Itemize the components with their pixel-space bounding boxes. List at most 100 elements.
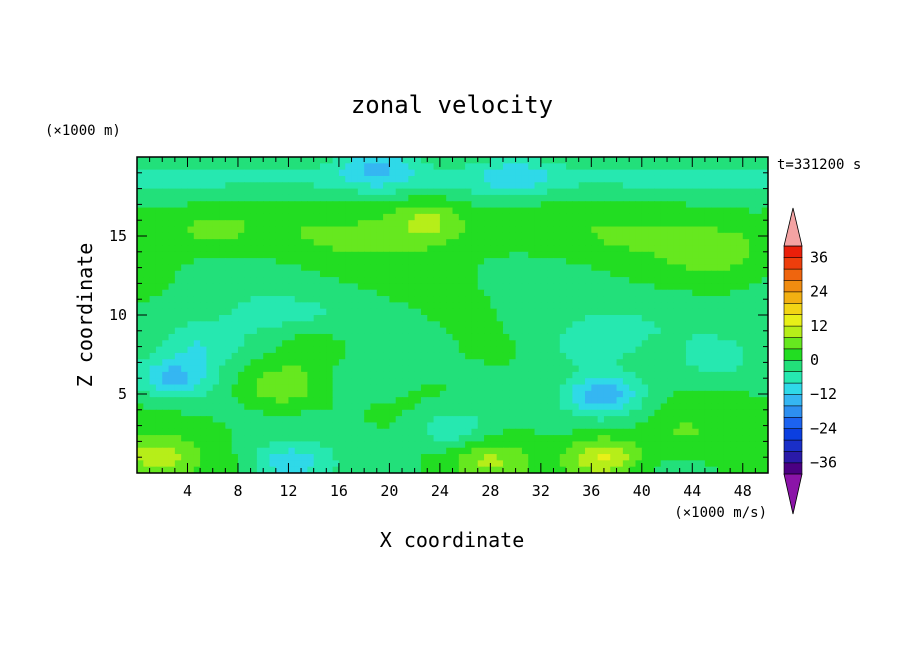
field-cell — [301, 270, 308, 278]
field-cell — [534, 283, 542, 291]
field-cell — [206, 384, 214, 392]
field-cell — [225, 270, 233, 278]
field-cell — [585, 296, 592, 303]
field-cell — [219, 371, 226, 379]
field-cell — [730, 447, 738, 455]
field-cell — [572, 435, 580, 442]
field-cell — [219, 352, 226, 360]
field-cell — [704, 333, 712, 341]
field-cell — [433, 163, 441, 171]
field-cell — [528, 182, 536, 190]
field-cell — [528, 283, 536, 291]
field-cell — [603, 435, 611, 442]
field-cell — [275, 226, 283, 234]
field-cell — [648, 365, 656, 373]
field-cell — [477, 220, 485, 228]
field-cell — [162, 289, 170, 297]
field-cell — [597, 447, 605, 455]
field-cell — [364, 213, 372, 221]
field-cell — [256, 422, 264, 430]
field-cell — [534, 251, 542, 259]
field-cell — [149, 454, 157, 461]
field-cell — [402, 409, 409, 417]
field-cell — [629, 397, 637, 405]
field-cell — [364, 454, 372, 461]
field-cell — [143, 397, 151, 405]
field-cell — [679, 251, 687, 259]
field-cell — [162, 163, 170, 171]
field-cell — [263, 245, 271, 253]
field-cell — [723, 333, 731, 341]
field-cell — [370, 207, 378, 215]
field-cell — [282, 321, 290, 329]
field-cell — [679, 239, 687, 247]
field-cell — [332, 315, 340, 322]
field-cell — [648, 371, 656, 379]
field-cell — [559, 441, 567, 449]
field-cell — [332, 378, 340, 386]
field-cell — [692, 264, 700, 272]
field-cell — [597, 315, 605, 322]
field-cell — [591, 308, 599, 316]
field-cell — [465, 346, 473, 354]
field-cell — [200, 163, 208, 171]
field-cell — [288, 308, 296, 316]
field-cell — [269, 315, 277, 322]
field-cell — [761, 447, 768, 455]
field-cell — [414, 239, 422, 247]
field-cell — [237, 403, 245, 411]
field-cell — [446, 251, 454, 259]
field-cell — [307, 378, 315, 386]
field-cell — [704, 258, 712, 266]
field-cell — [181, 226, 189, 234]
field-cell — [755, 302, 763, 310]
field-cell — [490, 384, 498, 392]
field-cell — [288, 315, 296, 322]
field-cell — [534, 308, 542, 316]
field-cell — [528, 163, 536, 171]
field-cell — [490, 220, 498, 228]
field-cell — [610, 321, 618, 329]
field-cell — [219, 201, 226, 209]
field-cell — [187, 384, 195, 392]
field-cell — [610, 409, 618, 417]
field-cell — [654, 289, 662, 297]
field-cell — [357, 277, 365, 284]
field-cell — [244, 321, 252, 329]
field-cell — [408, 384, 416, 392]
field-cell — [294, 296, 302, 303]
field-cell — [313, 157, 321, 164]
field-cell — [244, 454, 252, 461]
field-cell — [155, 169, 163, 177]
field-cell — [553, 175, 561, 183]
field-cell — [414, 213, 422, 221]
field-cell — [515, 378, 523, 386]
field-cell — [383, 157, 390, 164]
field-cell — [250, 340, 258, 348]
field-cell — [275, 201, 283, 209]
field-cell — [641, 226, 649, 234]
field-cell — [250, 302, 258, 310]
field-cell — [667, 258, 674, 266]
field-cell — [528, 435, 536, 442]
field-cell — [137, 409, 144, 417]
field-cell — [496, 422, 504, 430]
field-cell — [370, 371, 378, 379]
field-cell — [717, 384, 725, 392]
field-cell — [490, 327, 498, 335]
field-cell — [515, 213, 523, 221]
field-cell — [244, 239, 252, 247]
field-cell — [174, 264, 182, 272]
field-cell — [446, 384, 454, 392]
field-cell — [698, 188, 706, 196]
field-cell — [439, 157, 447, 164]
field-cell — [206, 296, 214, 303]
field-cell — [540, 409, 548, 417]
field-cell — [301, 416, 308, 424]
field-cell — [433, 277, 441, 284]
field-cell — [420, 157, 428, 164]
field-cell — [200, 226, 208, 234]
field-cell — [496, 283, 504, 291]
field-cell — [288, 188, 296, 196]
field-cell — [547, 232, 555, 240]
